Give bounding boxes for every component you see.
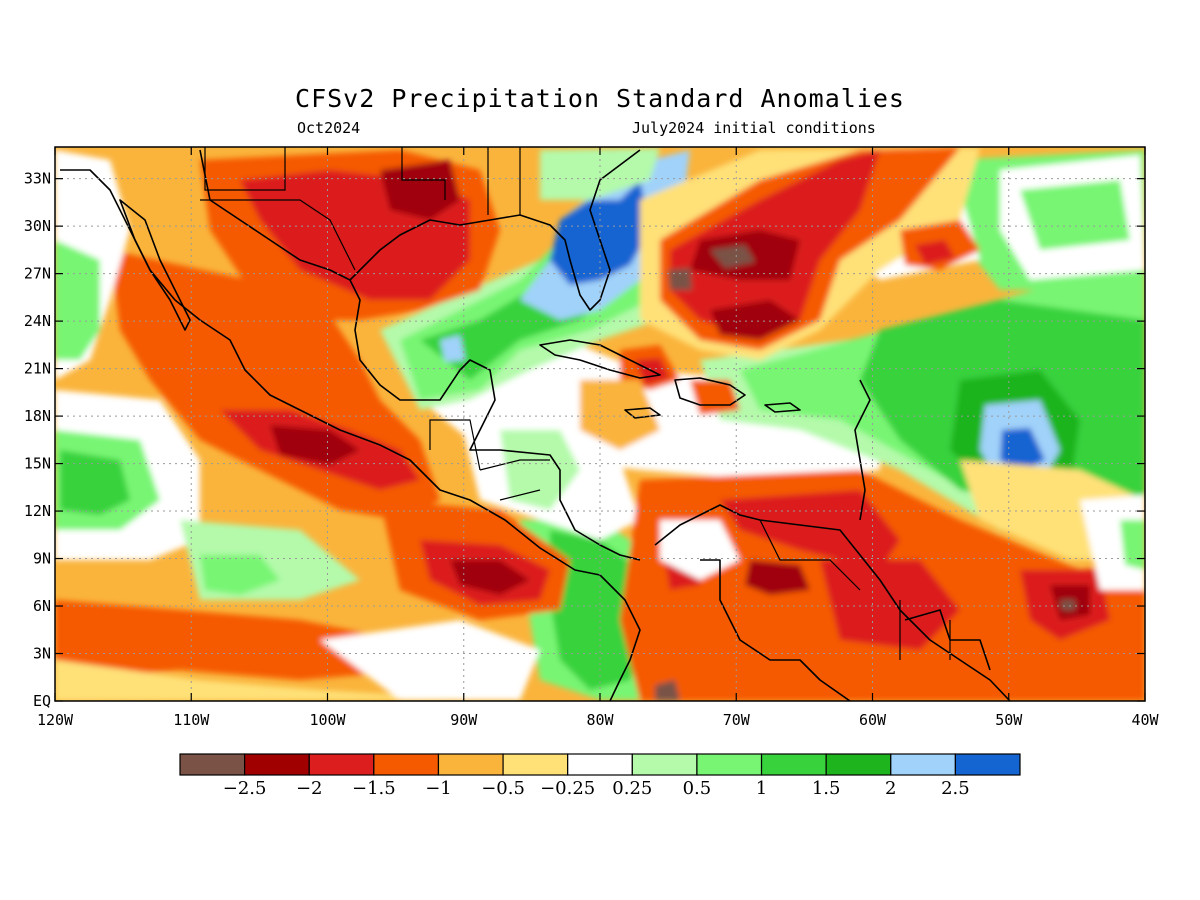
colorbar-swatch — [373, 753, 440, 776]
latitude-labels: EQ 3N 6N 9N 12N 15N 18N 21N 24N 27N 30N 33N — [24, 170, 51, 710]
colorbar-swatch — [890, 753, 956, 776]
lon-label: 110W — [173, 711, 210, 729]
colorbar-swatch — [696, 753, 763, 776]
colorbar-swatch — [179, 753, 246, 776]
colorbar-label: −0.5 — [481, 778, 525, 799]
colorbar-label: −1.5 — [352, 778, 396, 799]
colorbar — [179, 753, 1021, 776]
lon-label: 100W — [309, 711, 346, 729]
colorbar-label: 1 — [756, 778, 767, 799]
map-title: CFSv2 Precipitation Standard Anomalies — [295, 84, 905, 113]
colorbar-label: 2 — [885, 778, 896, 799]
colorbar-swatch — [502, 753, 569, 776]
colorbar-labels: −2.5 −2 −1.5 −1 −0.5 −0.25 0.25 0.5 1 1.5 2 2.5 — [223, 778, 970, 799]
lat-label: EQ — [33, 692, 51, 710]
lat-label: 33N — [24, 170, 51, 188]
lon-label: 50W — [995, 711, 1023, 729]
lat-label: 24N — [24, 312, 51, 330]
colorbar-label: −2 — [296, 778, 323, 799]
lat-label: 12N — [24, 502, 51, 520]
initial-conditions: July2024 initial conditions — [632, 119, 876, 137]
colorbar-swatch — [244, 753, 310, 776]
anomaly-field — [55, 147, 1145, 701]
colorbar-label: −2.5 — [223, 778, 267, 799]
borders — [200, 147, 951, 660]
colorbar-label: 1.5 — [812, 778, 841, 799]
lat-label: 21N — [24, 360, 51, 378]
coastlines — [60, 149, 1011, 701]
axis-ticks — [54, 147, 1146, 702]
colorbar-swatch — [567, 753, 633, 776]
lon-label: 40W — [1131, 711, 1159, 729]
colorbar-label: 0.5 — [683, 778, 712, 799]
lat-label: 3N — [33, 645, 51, 663]
graticule — [55, 147, 1145, 701]
colorbar-swatch — [760, 753, 827, 776]
colorbar-label: −1 — [425, 778, 452, 799]
longitude-labels: 120W 110W 100W 90W 80W 70W 60W 50W 40W — [37, 711, 1160, 729]
colorbar-label: −0.25 — [540, 778, 595, 799]
lat-label: 30N — [24, 217, 51, 235]
colorbar-swatch — [437, 753, 504, 776]
colorbar-swatch — [825, 753, 892, 776]
lon-label: 70W — [723, 711, 751, 729]
lat-label: 27N — [24, 265, 51, 283]
lat-label: 9N — [33, 550, 51, 568]
lat-label: 15N — [24, 455, 51, 473]
colorbar-swatch — [631, 753, 698, 776]
colorbar-swatch — [954, 753, 1021, 776]
lat-label: 6N — [33, 597, 51, 615]
colorbar-label: 0.25 — [612, 778, 652, 799]
lon-label: 60W — [859, 711, 887, 729]
colorbar-swatch — [308, 753, 375, 776]
lat-label: 18N — [24, 407, 51, 425]
colorbar-label: 2.5 — [941, 778, 970, 799]
lon-label: 80W — [586, 711, 614, 729]
lon-label: 90W — [450, 711, 478, 729]
lon-label: 120W — [37, 711, 74, 729]
forecast-month: Oct2024 — [297, 119, 361, 137]
